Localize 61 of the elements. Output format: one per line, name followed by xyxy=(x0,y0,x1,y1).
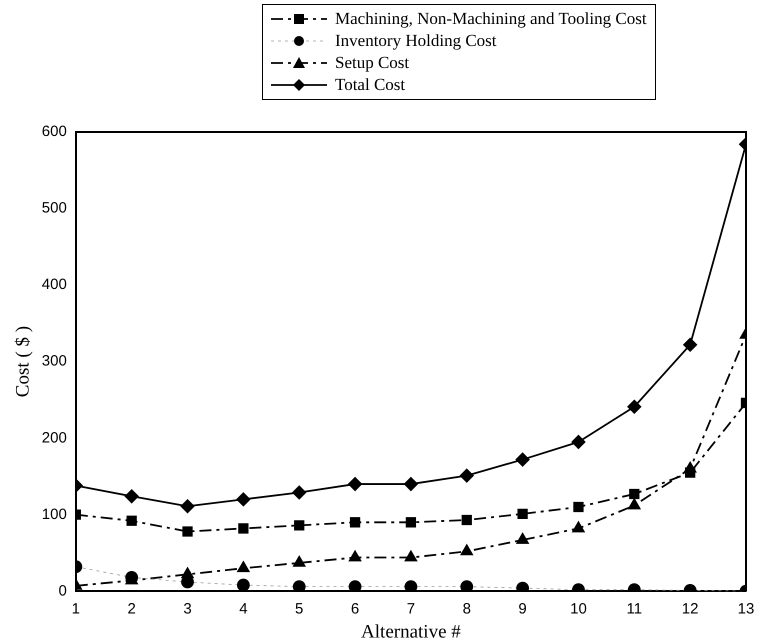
point xyxy=(404,477,418,491)
legend-label: Setup Cost xyxy=(335,53,410,73)
point xyxy=(572,522,585,532)
y-tick-label: 0 xyxy=(58,582,67,600)
point xyxy=(573,502,584,512)
legend-label: Inventory Holding Cost xyxy=(335,31,496,51)
point xyxy=(516,452,530,466)
point xyxy=(406,517,416,528)
point xyxy=(629,488,640,500)
x-tick-label: 3 xyxy=(183,600,192,618)
x-tick-label: 9 xyxy=(518,600,527,618)
point xyxy=(348,580,362,592)
point xyxy=(462,514,472,526)
x-tick-label: 11 xyxy=(626,600,642,618)
point xyxy=(685,467,696,478)
point xyxy=(348,477,362,491)
point xyxy=(628,498,640,510)
x-tick-label: 2 xyxy=(128,600,136,618)
point xyxy=(516,533,529,544)
point xyxy=(236,492,250,506)
y-tick-label: 400 xyxy=(42,276,67,294)
point xyxy=(404,550,418,562)
point xyxy=(350,517,360,528)
x-tick-label: 13 xyxy=(738,600,754,618)
point xyxy=(460,468,474,483)
x-tick-label: 5 xyxy=(295,600,304,618)
x-tick-label: 10 xyxy=(570,600,587,618)
x-tick-label: 8 xyxy=(462,600,471,618)
point xyxy=(182,526,193,537)
y-tick-label: 300 xyxy=(42,352,67,370)
y-tick-label: 200 xyxy=(42,429,67,446)
x-tick-label: 7 xyxy=(406,600,416,618)
point xyxy=(460,580,474,592)
y-tick-label: 500 xyxy=(42,200,67,217)
point xyxy=(683,338,698,352)
point xyxy=(236,578,250,592)
x-tick-label: 4 xyxy=(239,600,248,618)
y-tick-label: 600 xyxy=(42,123,67,140)
point xyxy=(293,556,306,567)
legend-label: Machining, Non-Machining and Tooling Cost xyxy=(335,9,647,29)
point xyxy=(517,508,528,520)
x-tick-label: 6 xyxy=(350,600,360,618)
y-tick-label: 100 xyxy=(42,506,67,523)
point xyxy=(292,486,306,500)
point xyxy=(126,516,137,526)
point xyxy=(294,520,304,531)
point xyxy=(627,400,642,414)
x-tick-label: 1 xyxy=(72,600,80,618)
point xyxy=(180,499,194,514)
y-axis-title: Cost ( $ ) xyxy=(12,326,34,398)
point xyxy=(460,544,473,556)
point xyxy=(348,550,362,562)
point xyxy=(124,489,139,504)
x-axis-title: Alternative # xyxy=(361,622,462,643)
point xyxy=(572,435,586,449)
point xyxy=(292,580,306,592)
legend-label: Total Cost xyxy=(335,75,406,95)
point xyxy=(238,523,249,534)
point xyxy=(237,561,250,572)
x-tick-label: 12 xyxy=(682,600,698,618)
point xyxy=(404,580,418,592)
